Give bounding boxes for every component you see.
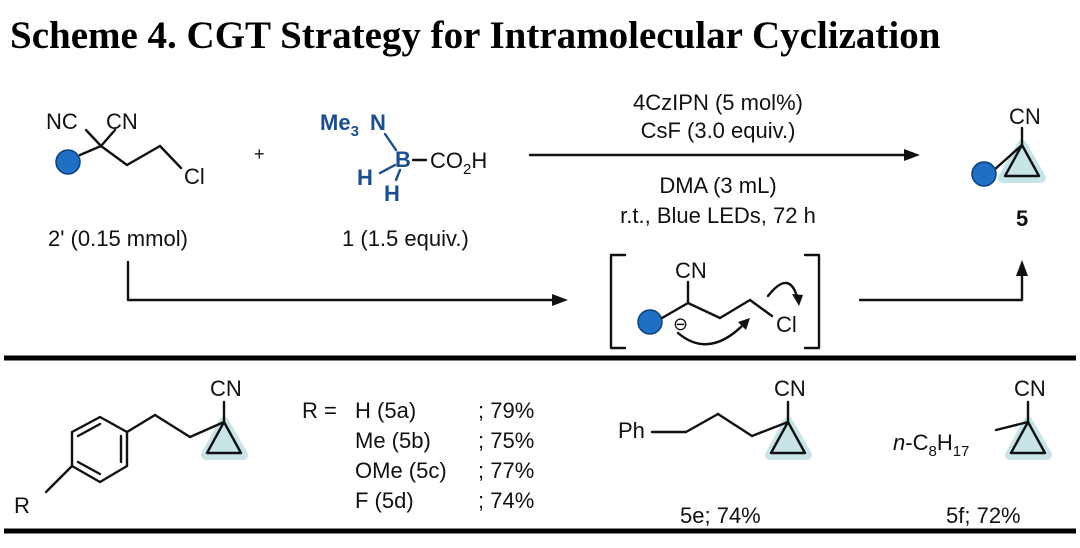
atom-label-b: B bbox=[395, 147, 411, 172]
atom-label-n-octyl: n-C8H17 bbox=[893, 430, 969, 460]
condition-base: CsF (3.0 equiv.) bbox=[641, 118, 796, 143]
atom-label-cn: CN bbox=[774, 376, 806, 401]
scope-5a-5d-structure: R CN bbox=[14, 376, 248, 518]
atom-label-nc: NC bbox=[46, 109, 78, 134]
atom-label-cn: CN bbox=[210, 376, 242, 401]
scope-entry-5d: F (5d) ; 74% bbox=[355, 488, 534, 513]
cyclopropane-highlight bbox=[998, 140, 1046, 183]
substituent-dot bbox=[55, 149, 81, 175]
scope-5e-structure: Ph CN bbox=[618, 376, 812, 460]
atom-label-cn: CN bbox=[106, 109, 138, 134]
reagent-1-label: 1 (1.5 equiv.) bbox=[342, 226, 469, 251]
atom-label-cn: CN bbox=[675, 258, 707, 283]
reactant-2-structure: NC CN Cl bbox=[46, 109, 205, 189]
product-5-structure: CN bbox=[971, 104, 1046, 187]
scheme-title: Scheme 4. CGT Strategy for Intramolecula… bbox=[10, 14, 941, 57]
svg-text:; 75%: ; 75% bbox=[478, 428, 534, 453]
svg-text:F (5d): F (5d) bbox=[355, 488, 414, 513]
atom-label-cn: CN bbox=[1009, 104, 1041, 129]
scope-entry-5c: OMe (5c) ; 77% bbox=[355, 458, 534, 483]
scope-entry-5a: H (5a) ; 79% bbox=[355, 398, 534, 423]
atom-label-cl: Cl bbox=[776, 312, 797, 337]
substituent-dot bbox=[971, 161, 997, 187]
r-equals-label: R = bbox=[302, 398, 337, 423]
electron-arrow-attack bbox=[676, 320, 748, 346]
carbanion-charge: ⊖ bbox=[673, 314, 688, 334]
condition-light: r.t., Blue LEDs, 72 h bbox=[620, 203, 816, 228]
reagent-1-structure: Me3 N B CO2H H H bbox=[320, 110, 487, 206]
condition-catalyst: 4CzIPN (5 mol%) bbox=[633, 90, 803, 115]
atom-label-n: N bbox=[370, 110, 386, 135]
product-5-label: 5 bbox=[1016, 206, 1028, 231]
atom-label-h2: H bbox=[384, 181, 400, 206]
pathway-arrow-left-head bbox=[552, 294, 568, 306]
bracket-left bbox=[609, 253, 627, 350]
pathway-arrow-right bbox=[858, 270, 1024, 302]
svg-text:; 77%: ; 77% bbox=[478, 458, 534, 483]
scope-entry-5b: Me (5b) ; 75% bbox=[355, 428, 534, 453]
reactant-2-label: 2' (0.15 mmol) bbox=[48, 226, 188, 251]
atom-label-me3: Me3 bbox=[320, 110, 359, 140]
atom-label-cn: CN bbox=[1014, 376, 1046, 401]
atom-label-cl: Cl bbox=[184, 164, 205, 189]
atom-label-co2h: CO2H bbox=[430, 148, 487, 178]
intermediate-structure: CN ⊖ Cl bbox=[609, 253, 821, 350]
plus-sign: + bbox=[254, 144, 265, 164]
atom-label-h1: H bbox=[357, 165, 373, 190]
atom-label-ph: Ph bbox=[618, 418, 645, 443]
cyclopropane-highlight bbox=[1005, 417, 1052, 460]
svg-text:Me (5b): Me (5b) bbox=[355, 428, 431, 453]
product-5e-label: 5e; 74% bbox=[680, 503, 761, 528]
scope-5f-structure: n-C8H17 CN bbox=[893, 376, 1052, 460]
benzene-ring bbox=[70, 415, 129, 484]
svg-text:; 79%: ; 79% bbox=[478, 398, 534, 423]
pathway-arrow-right-head bbox=[1016, 260, 1028, 276]
bracket-right bbox=[803, 253, 821, 350]
svg-text:OMe (5c): OMe (5c) bbox=[355, 458, 447, 483]
product-5f-label: 5f; 72% bbox=[946, 503, 1021, 528]
svg-text:; 74%: ; 74% bbox=[478, 488, 534, 513]
substituent-dot bbox=[637, 309, 663, 335]
pathway-arrow-left bbox=[126, 260, 558, 302]
condition-solvent: DMA (3 mL) bbox=[659, 173, 776, 198]
svg-text:H (5a): H (5a) bbox=[355, 398, 416, 423]
r-group-label: R bbox=[14, 493, 30, 518]
electron-arrow-leaving bbox=[766, 281, 800, 302]
reaction-arrow-head bbox=[904, 149, 920, 161]
